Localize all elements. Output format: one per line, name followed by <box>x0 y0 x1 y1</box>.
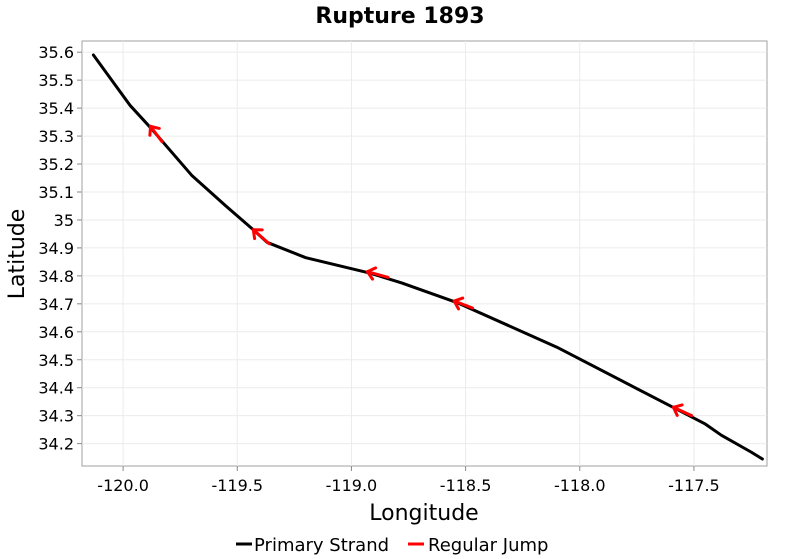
y-tick-label: 35 <box>54 211 74 230</box>
chart-title: Rupture 1893 <box>315 4 484 29</box>
legend-label-regular-jump: Regular Jump <box>428 535 548 556</box>
plot-area <box>81 40 768 467</box>
y-tick-label: 35.2 <box>38 155 74 174</box>
y-tick-label: 35.5 <box>38 71 74 90</box>
axis-ticks: -120.0 -119.5 -119.0 -118.5 -118.0 -117.5 34.2… <box>38 43 719 495</box>
regular-jump-arrowhead <box>251 228 264 241</box>
regular-jump-segment <box>671 405 694 418</box>
series-layer <box>91 53 764 461</box>
x-tick-label: -119.5 <box>211 476 263 495</box>
legend: Primary Strand Regular Jump <box>236 535 548 556</box>
regular-jump-segment <box>365 270 390 279</box>
regular-jump-arrowhead <box>671 403 684 417</box>
grid-lines <box>82 41 767 466</box>
regular-jump-segment <box>452 299 474 310</box>
legend-label-primary-strand: Primary Strand <box>254 535 389 556</box>
regular-jump-segment <box>149 124 164 144</box>
regular-jump-arrowhead <box>452 296 465 311</box>
x-tick-label: -117.5 <box>668 476 720 495</box>
y-tick-label: 34.8 <box>38 267 74 286</box>
y-axis-label: Latitude <box>5 209 30 300</box>
y-tick-label: 35.3 <box>38 127 74 146</box>
regular-jump-arrowhead <box>365 266 378 281</box>
x-tick-label: -118.5 <box>440 476 492 495</box>
y-tick-label: 34.6 <box>38 323 74 342</box>
y-tick-label: 34.4 <box>38 379 74 398</box>
y-tick-label: 34.5 <box>38 351 74 370</box>
regular-jump-segment <box>251 228 271 246</box>
y-tick-label: 34.3 <box>38 407 74 426</box>
x-tick-label: -119.0 <box>326 476 378 495</box>
y-tick-label: 34.7 <box>38 295 74 314</box>
regular-jump-arrowhead <box>148 124 161 137</box>
x-axis-label: Longitude <box>369 501 478 526</box>
x-tick-label: -118.0 <box>554 476 606 495</box>
y-tick-label: 35.1 <box>38 183 74 202</box>
x-tick-label: -120.0 <box>97 476 149 495</box>
y-tick-label: 35.4 <box>38 99 74 118</box>
y-tick-label: 35.6 <box>38 43 74 62</box>
y-tick-label: 34.9 <box>38 239 74 258</box>
y-tick-label: 34.2 <box>38 435 74 454</box>
